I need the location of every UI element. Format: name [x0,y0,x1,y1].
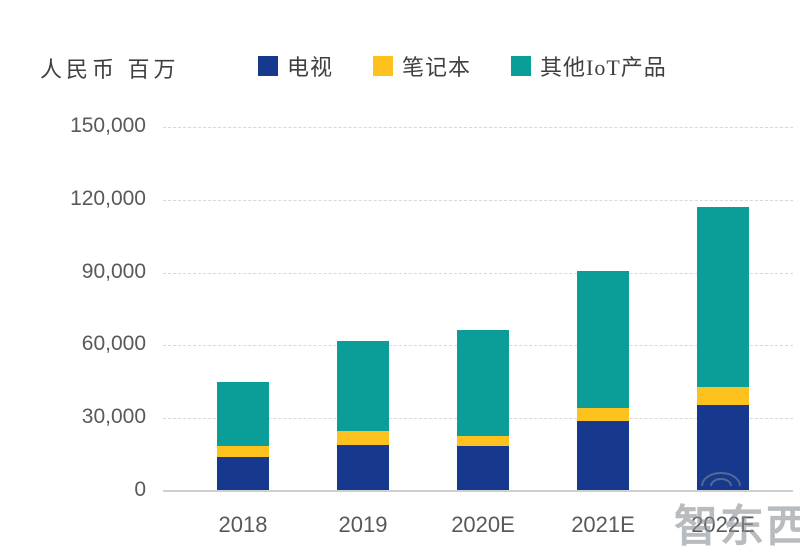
bar-2020E [457,330,509,490]
bar-segment-笔记本 [457,435,509,447]
y-tick-label: 60,000 [81,332,146,356]
gridline [163,199,793,201]
x-axis-line [163,490,793,492]
bar-segment-电视 [697,404,749,490]
y-tick-label: 0 [134,478,146,501]
legend-label: 电视 [287,55,334,80]
legend-swatch-icon [373,56,394,76]
watermark-arc-icon [701,472,741,487]
x-tick-label: 2019 [338,512,388,537]
y-tick-label: 150,000 [70,114,146,137]
bar-2021E [577,271,629,490]
legend-item-1: 笔记本 [373,50,471,82]
legend-swatch-icon [511,56,532,76]
bar-segment-电视 [457,446,509,490]
bar-segment-其他IoT产品 [217,382,269,446]
x-tick-label: 2020E [451,512,515,537]
gridline [163,272,793,274]
bar-2019 [337,341,389,490]
bar-segment-笔记本 [217,445,269,458]
y-tick-label: 120,000 [70,186,146,210]
y-tick-label: 90,000 [81,259,146,283]
plot-area [163,127,793,492]
bar-segment-电视 [577,420,629,490]
legend: 电视 笔记本 其他IoT产品 [258,50,667,82]
bar-2018 [217,382,269,490]
x-tick-label: 2022E [691,512,755,537]
bar-segment-电视 [217,457,269,490]
bar-segment-电视 [337,444,389,490]
bar-segment-其他IoT产品 [337,341,389,432]
bar-segment-其他IoT产品 [577,271,629,408]
unit-label: 人民币 百万 [40,57,180,82]
watermark: 智东西 [674,502,800,551]
bar-2022E [697,207,749,490]
bar-segment-其他IoT产品 [457,330,509,436]
x-tick-label: 2021E [571,512,635,537]
x-tick-label: 2018 [218,512,268,537]
y-tick-label: 30,000 [81,405,146,429]
legend-label: 其他IoT产品 [540,55,667,80]
bar-segment-笔记本 [697,386,749,405]
bar-segment-其他IoT产品 [697,207,749,387]
legend-item-0: 电视 [258,50,333,82]
bar-segment-笔记本 [337,431,389,445]
bar-segment-笔记本 [577,407,629,421]
legend-item-2: 其他IoT产品 [511,50,667,82]
legend-label: 笔记本 [402,55,472,80]
legend-swatch-icon [258,56,278,76]
gridline [163,127,793,128]
